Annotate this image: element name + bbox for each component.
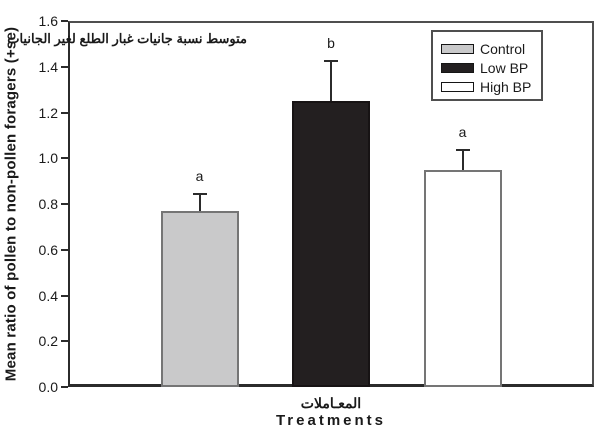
x-axis-label-arabic: المعـاملات — [300, 395, 362, 411]
y-tick-label: 0.2 — [38, 333, 58, 350]
legend-label: Low BP — [480, 59, 529, 76]
y-tick-label: 1.2 — [38, 104, 58, 121]
y-tick-label: 0.0 — [38, 379, 58, 395]
chart-note-arabic: متوسط نسبة جانيات غبار الطلع لغير الجاني… — [7, 31, 247, 46]
y-axis-title: Mean ratio of pollen to non-pollen forag… — [2, 26, 20, 382]
legend-swatch-control — [441, 43, 474, 54]
x-axis-label-english: Treatments — [275, 412, 387, 429]
error-bar-stem — [330, 62, 332, 104]
significance-letter: a — [195, 167, 204, 184]
y-tick-label: 0.8 — [38, 196, 58, 212]
significance-letter: b — [327, 35, 335, 52]
legend: Control Low BP High BP — [431, 30, 543, 101]
y-tick-label: 0.6 — [38, 241, 58, 258]
bar-control — [160, 210, 239, 387]
y-tick-mark — [61, 294, 68, 297]
error-bar-cap — [455, 149, 470, 152]
y-tick-label: 0.4 — [38, 287, 58, 304]
y-tick-mark — [61, 340, 68, 343]
y-tick-mark — [61, 111, 68, 114]
y-tick-mark — [61, 20, 68, 22]
error-bar-stem — [461, 151, 464, 172]
legend-item-control: Control — [441, 39, 541, 58]
legend-label: High BP — [480, 78, 532, 95]
significance-letter: a — [458, 124, 467, 141]
y-tick-mark — [61, 157, 68, 160]
legend-item-low-bp: Low BP — [441, 58, 541, 77]
legend-swatch-high-bp — [441, 81, 474, 92]
error-bar-cap — [324, 60, 338, 63]
y-tick-label: 1.4 — [38, 58, 58, 75]
y-tick-mark — [61, 65, 68, 68]
bar-low-bp — [292, 101, 370, 387]
bar-high-bp — [423, 169, 502, 387]
y-tick-mark — [61, 386, 68, 388]
y-tick-mark — [61, 248, 68, 251]
error-bar-cap — [192, 192, 207, 195]
error-bar-stem — [198, 194, 201, 213]
legend-item-high-bp: High BP — [441, 77, 541, 96]
legend-label: Control — [480, 40, 526, 57]
y-tick-label: 1.0 — [38, 150, 58, 167]
legend-swatch-low-bp — [441, 62, 474, 73]
y-tick-label: 1.6 — [38, 13, 58, 29]
y-tick-mark — [61, 203, 68, 205]
